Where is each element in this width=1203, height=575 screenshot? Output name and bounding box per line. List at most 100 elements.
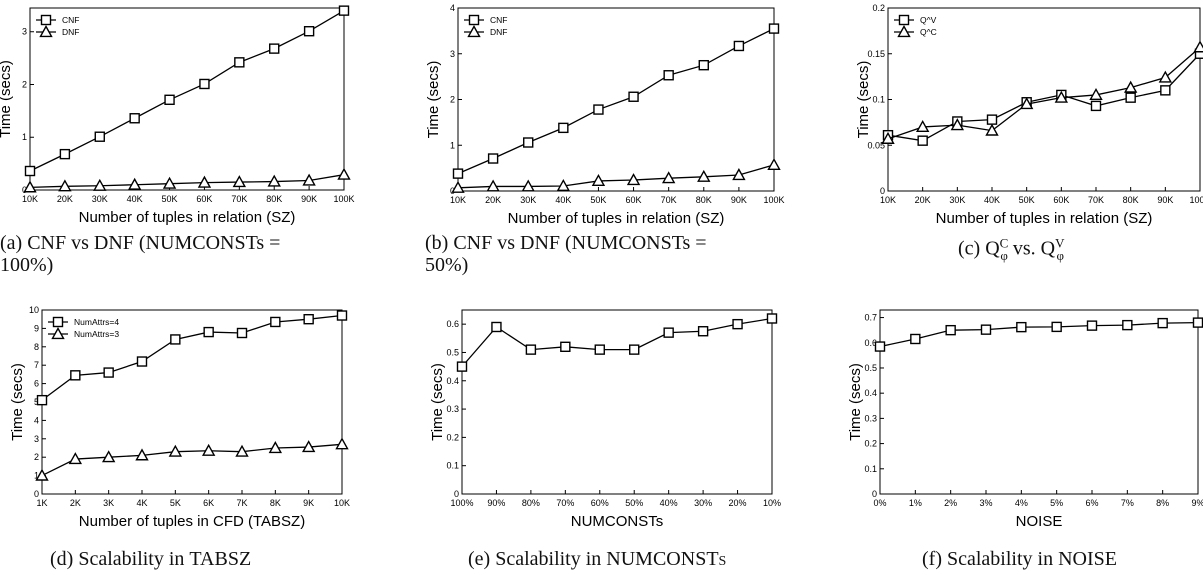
x-tick-label: 0%: [873, 498, 886, 508]
data-point: [1122, 319, 1133, 331]
y-tick-label: 0: [872, 489, 877, 499]
caption-b: (b) CNF vs DNF (NUMCONSTs = 50%): [425, 232, 707, 276]
data-point: [234, 57, 245, 68]
y-tick-label: 5: [34, 397, 39, 407]
data-point: [732, 168, 746, 181]
x-tick-label: 3%: [979, 498, 992, 508]
legend-label: DNF: [62, 27, 79, 37]
data-point: [335, 437, 349, 450]
data-point: [58, 179, 72, 192]
x-tick-label: 70K: [661, 195, 677, 205]
plot-frame: [879, 309, 1199, 495]
x-tick-label: 5%: [1050, 498, 1063, 508]
y-tick-label: 0.05: [867, 140, 885, 150]
x-tick-label: 1K: [36, 498, 47, 508]
x-tick-label: 80K: [266, 194, 282, 204]
data-point: [168, 444, 183, 457]
x-tick-label: 2K: [70, 498, 81, 508]
y-tick-label: 0.15: [867, 49, 885, 59]
y-axis-label: Time (secs): [847, 363, 864, 441]
legend-label: NumAttrs=4: [74, 317, 119, 327]
y-tick-label: 0.2: [872, 3, 885, 13]
data-point: [881, 131, 895, 144]
y-tick-label: 6: [34, 379, 39, 389]
y-tick-label: 0.1: [864, 464, 877, 474]
y-tick-label: 0.4: [446, 376, 459, 386]
data-point: [521, 179, 535, 192]
x-tick-label: 50K: [1019, 195, 1035, 205]
legend-label: Q^V: [920, 15, 937, 25]
x-axis-label: NOISE: [1016, 513, 1063, 530]
legend-marker: [51, 327, 65, 340]
x-axis-label: NUMCONSTs: [571, 513, 664, 530]
y-tick-label: 1: [34, 471, 39, 481]
y-tick-label: 0.5: [864, 363, 877, 373]
data-point: [594, 344, 605, 355]
data-point: [197, 175, 212, 188]
data-point: [1160, 85, 1171, 96]
series-line: [457, 28, 775, 175]
y-tick-label: 8: [34, 342, 39, 352]
caption-e: (e) Scalability in NUMCONSTs: [468, 548, 727, 570]
x-tick-label: 60K: [626, 195, 642, 205]
data-point: [1016, 321, 1027, 333]
data-point: [917, 135, 928, 146]
chart-a: 0 1 2 3 10K 20K 30K 40K 50K 60K 70K 80K 90K 100K Numbe…: [0, 5, 355, 226]
data-point: [235, 444, 249, 457]
y-tick-label: 0: [454, 489, 459, 499]
x-tick-label: 3K: [103, 498, 114, 508]
data-point: [68, 452, 83, 465]
series-line: [457, 164, 775, 189]
x-tick-label: 70K: [231, 194, 247, 204]
data-point: [303, 26, 315, 37]
data-point: [268, 441, 283, 454]
data-point: [135, 448, 149, 461]
x-tick-label: 40K: [127, 194, 143, 204]
data-point: [767, 157, 781, 171]
x-tick-label: 50K: [590, 195, 606, 205]
x-tick-label: 30K: [949, 195, 965, 205]
x-tick-label: 30%: [694, 498, 712, 508]
data-point: [456, 361, 468, 372]
y-tick-label: 0.6: [864, 338, 877, 348]
x-tick-label: 90K: [731, 195, 747, 205]
legend-marker: [40, 14, 52, 26]
x-tick-label: 8K: [270, 498, 281, 508]
data-point: [733, 40, 745, 52]
data-point: [232, 175, 247, 188]
series-line: [879, 321, 1199, 348]
y-tick-label: 10: [29, 305, 39, 315]
x-tick-label: 6K: [203, 498, 214, 508]
y-tick-label: 4: [450, 3, 455, 13]
data-point: [301, 440, 316, 453]
x-tick-label: 70%: [556, 498, 574, 508]
x-tick-label: 60K: [196, 194, 212, 204]
x-tick-label: 20K: [485, 195, 501, 205]
x-tick-label: 90K: [301, 194, 317, 204]
x-tick-label: 50%: [625, 498, 643, 508]
data-point: [732, 318, 743, 330]
legend-label: CNF: [490, 15, 507, 25]
data-point: [337, 167, 351, 180]
y-tick-label: 0.3: [864, 413, 877, 423]
data-point: [59, 148, 71, 160]
caption-d: (d) Scalability in TABSZ: [50, 548, 252, 570]
data-point: [487, 153, 499, 164]
data-point: [915, 120, 930, 133]
legend-marker: [897, 25, 911, 38]
data-point: [199, 78, 210, 90]
x-tick-label: 80%: [522, 498, 540, 508]
x-tick-label: 10K: [22, 194, 38, 204]
data-point: [910, 333, 921, 345]
x-tick-label: 90%: [487, 498, 505, 508]
y-tick-label: 0: [34, 489, 39, 499]
data-point: [698, 59, 709, 71]
data-point: [626, 173, 641, 186]
data-point: [766, 313, 778, 324]
y-axis-label: Time (secs): [855, 61, 872, 139]
data-point: [203, 326, 214, 338]
data-point: [451, 180, 465, 193]
y-axis-label: Time (secs): [425, 61, 442, 139]
plot-frame: [29, 7, 345, 191]
data-point: [201, 443, 216, 456]
